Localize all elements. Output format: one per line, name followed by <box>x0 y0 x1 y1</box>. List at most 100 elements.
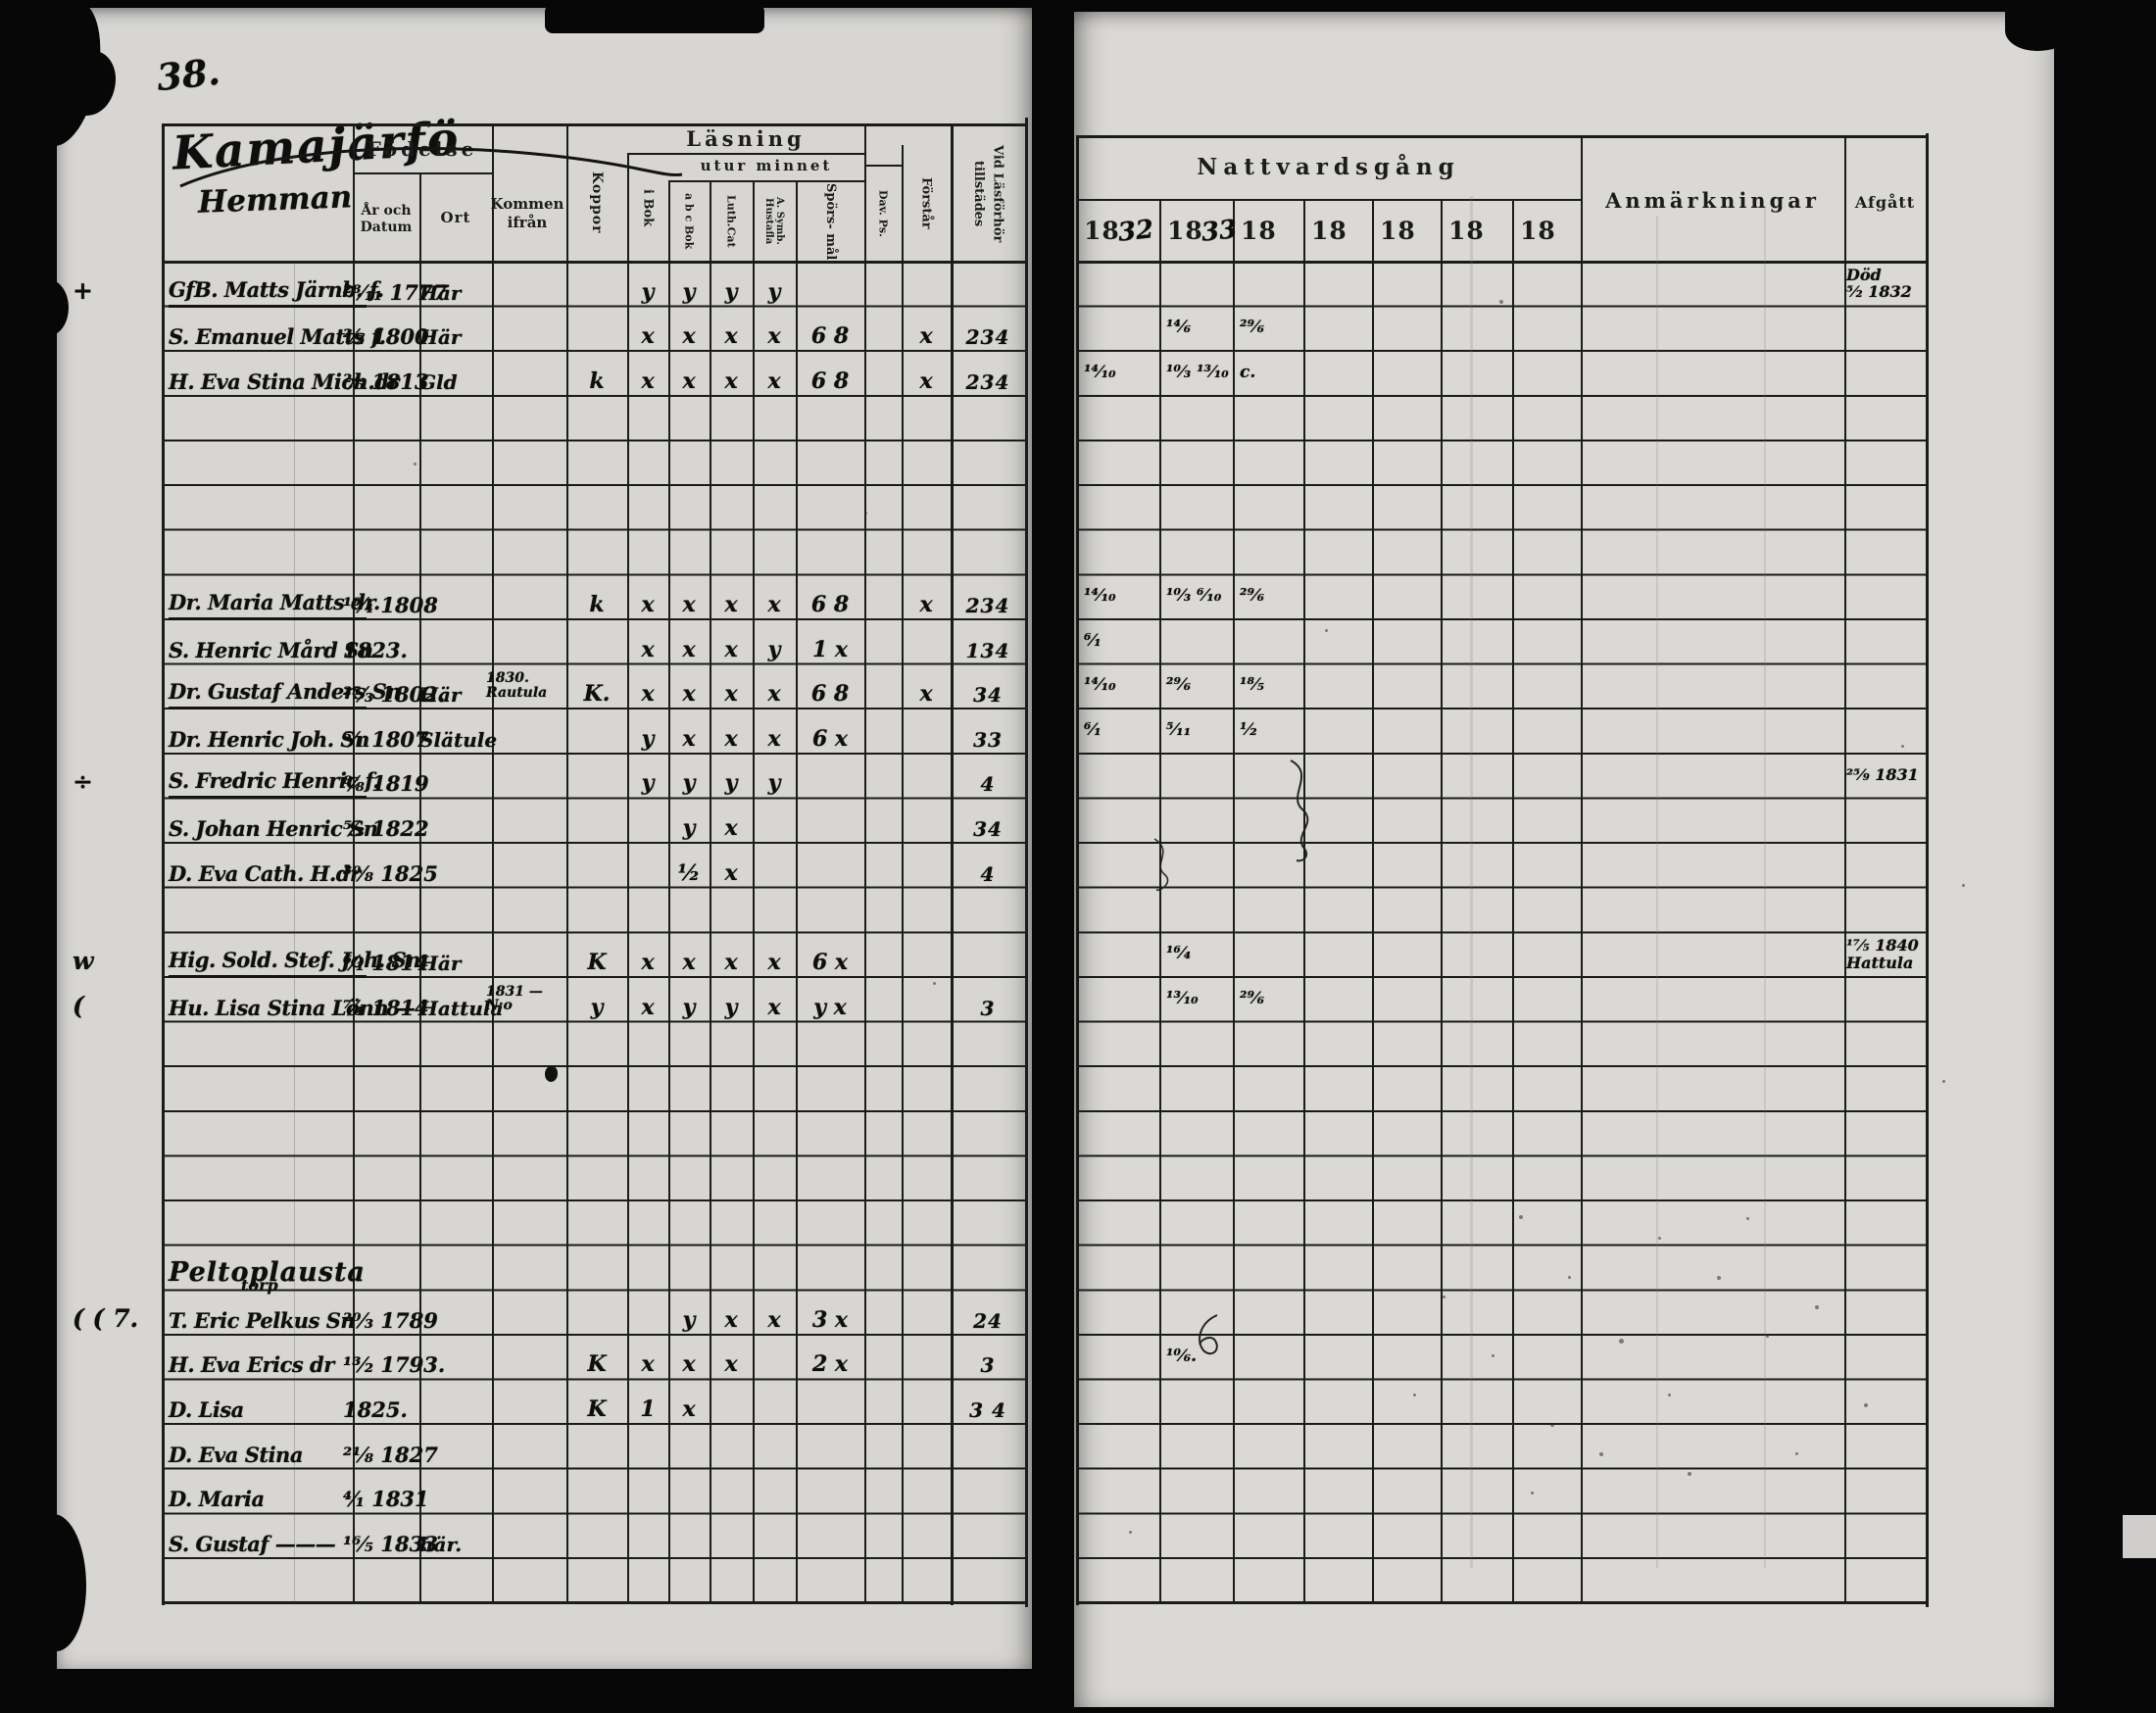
m1-entry: y <box>682 278 696 305</box>
m1-entry: x <box>682 367 696 394</box>
vid-entry: 3 <box>980 1353 996 1378</box>
communion-date-entry: ⁵⁄₁₁ <box>1166 719 1192 740</box>
m2-entry: x <box>724 323 738 350</box>
dust-speck <box>1942 1080 1945 1083</box>
name-entry: T. Eric Pelkus Sn <box>169 1307 356 1333</box>
dust-speck <box>1499 300 1503 304</box>
film-blob <box>27 279 69 336</box>
grid-hline <box>353 172 492 174</box>
year-column-header: 18 <box>1303 201 1380 261</box>
header-sporsmal: Spörs- mål <box>823 182 839 261</box>
m2-entry: x <box>724 725 738 752</box>
ink-squiggle <box>1199 1314 1218 1355</box>
year-column-header: 18 <box>1441 201 1520 261</box>
forstar-entry: x <box>919 591 933 617</box>
grid-vline <box>1076 135 1079 1605</box>
m1-entry: x <box>682 949 696 975</box>
name-entry: Dr. Maria Matts dr. <box>169 575 380 620</box>
fold-streak <box>1656 216 1658 1568</box>
m1-entry: y <box>682 770 696 797</box>
year-printed: 18 <box>1167 217 1203 245</box>
grid-vline <box>902 145 904 1603</box>
koppor-entry: K <box>587 1351 607 1378</box>
pencil-line <box>294 263 295 1603</box>
dust-speck <box>1325 629 1328 632</box>
name-entry: H. Eva Erics dr <box>169 1352 334 1378</box>
dust-speck <box>1550 1423 1554 1427</box>
header-lasning: Läsning <box>686 125 806 151</box>
communion-date-entry: c. <box>1240 363 1256 383</box>
name-entry: S. Johan Henric Sn <box>169 816 378 842</box>
ort-entry: Gld <box>419 369 458 394</box>
forstar-entry: x <box>919 367 933 394</box>
vid-entry: 34 <box>973 817 1003 842</box>
header-utur-minnet: utur minnet <box>700 157 833 174</box>
m2-entry: y <box>724 994 738 1020</box>
header-abc-bok: a b c Bok <box>682 193 696 250</box>
grid-vline <box>1303 201 1305 1603</box>
section-header-entry: Peltoplausta <box>169 1257 366 1289</box>
year-column-header: 18 <box>1512 201 1589 261</box>
ort-entry: Här <box>419 325 462 350</box>
grid-vline <box>753 180 755 1603</box>
dust-speck <box>1599 1452 1603 1456</box>
date-entry: 1823. <box>343 637 408 662</box>
m3-entry: x <box>767 949 781 975</box>
margin-entry: ( <box>73 991 84 1020</box>
m3-entry: y <box>767 636 781 662</box>
communion-date-entry: ¹⁴⁄₁₀ <box>1084 586 1116 607</box>
date-entry: ²⁵⁄₃ 1802. <box>343 682 446 708</box>
grid-vline <box>1581 135 1583 1603</box>
year-printed: 18 <box>1380 217 1416 245</box>
fold-streak <box>1470 196 1473 1568</box>
right-table-row-rules <box>1076 263 1926 1604</box>
m1-entry: x <box>682 636 696 662</box>
margin-entry: ÷ <box>73 767 93 797</box>
ort-entry: Hattula <box>419 996 504 1020</box>
m2-entry: x <box>724 949 738 975</box>
dust-speck <box>864 512 867 514</box>
koppor-entry: K. <box>583 681 611 708</box>
grid-vline <box>627 153 629 1603</box>
film-edge <box>2054 0 2156 1713</box>
ink-squiggle <box>1153 838 1169 892</box>
header-forstar: Förstår <box>918 176 934 229</box>
dust-speck <box>1531 1492 1534 1494</box>
date-entry: ³⁰⁄₈ 1825 <box>343 860 438 886</box>
date-entry: ²⁄₅ 1813 <box>343 368 429 394</box>
ort-entry: Slätule <box>419 727 498 752</box>
name-entry: D. Eva Stina <box>169 1442 303 1467</box>
date-entry: ²⁄₂ 1800 <box>343 324 429 350</box>
grid-hline <box>162 123 1027 126</box>
m0-entry: x <box>641 681 655 708</box>
m2-entry: x <box>724 859 738 886</box>
vid-entry: 134 <box>965 638 1010 662</box>
year-printed: 18 <box>1311 217 1348 245</box>
header-kommen-ifran: Kommen ifrån <box>490 194 564 232</box>
communion-date-entry: ²⁹⁄₆ <box>1166 675 1192 696</box>
grid-vline <box>353 125 355 1603</box>
date-entry: ⁷⁄₁ 1814 <box>343 995 429 1020</box>
grid-hline <box>668 180 864 182</box>
year-printed: 18 <box>1520 217 1556 245</box>
m2-entry: x <box>724 681 738 708</box>
m2-entry: y <box>724 770 738 797</box>
communion-date-entry: ¹⁴⁄₆ <box>1166 318 1192 338</box>
dust-speck <box>1658 1237 1661 1240</box>
year-column-header: 18 32 <box>1076 201 1167 261</box>
date-entry: ²⁸⁄₁₁ 1777 <box>343 279 448 305</box>
dust-speck <box>1688 1472 1691 1476</box>
m0-entry: x <box>641 994 655 1020</box>
grid-vline <box>951 123 954 1605</box>
m0-entry: x <box>641 367 655 394</box>
m4-entry: 1 x <box>811 636 849 662</box>
m1-entry: x <box>682 1396 696 1423</box>
koppor-entry: k <box>589 367 605 394</box>
forstar-entry: x <box>919 681 933 708</box>
m4-entry: 6 x <box>811 725 849 752</box>
header-luth-cat: Luth.Cat <box>724 195 738 248</box>
grid-hline <box>162 261 1027 264</box>
dust-speck <box>1237 708 1239 710</box>
name-entry: GfB. Matts Järnb. f. <box>169 263 384 308</box>
